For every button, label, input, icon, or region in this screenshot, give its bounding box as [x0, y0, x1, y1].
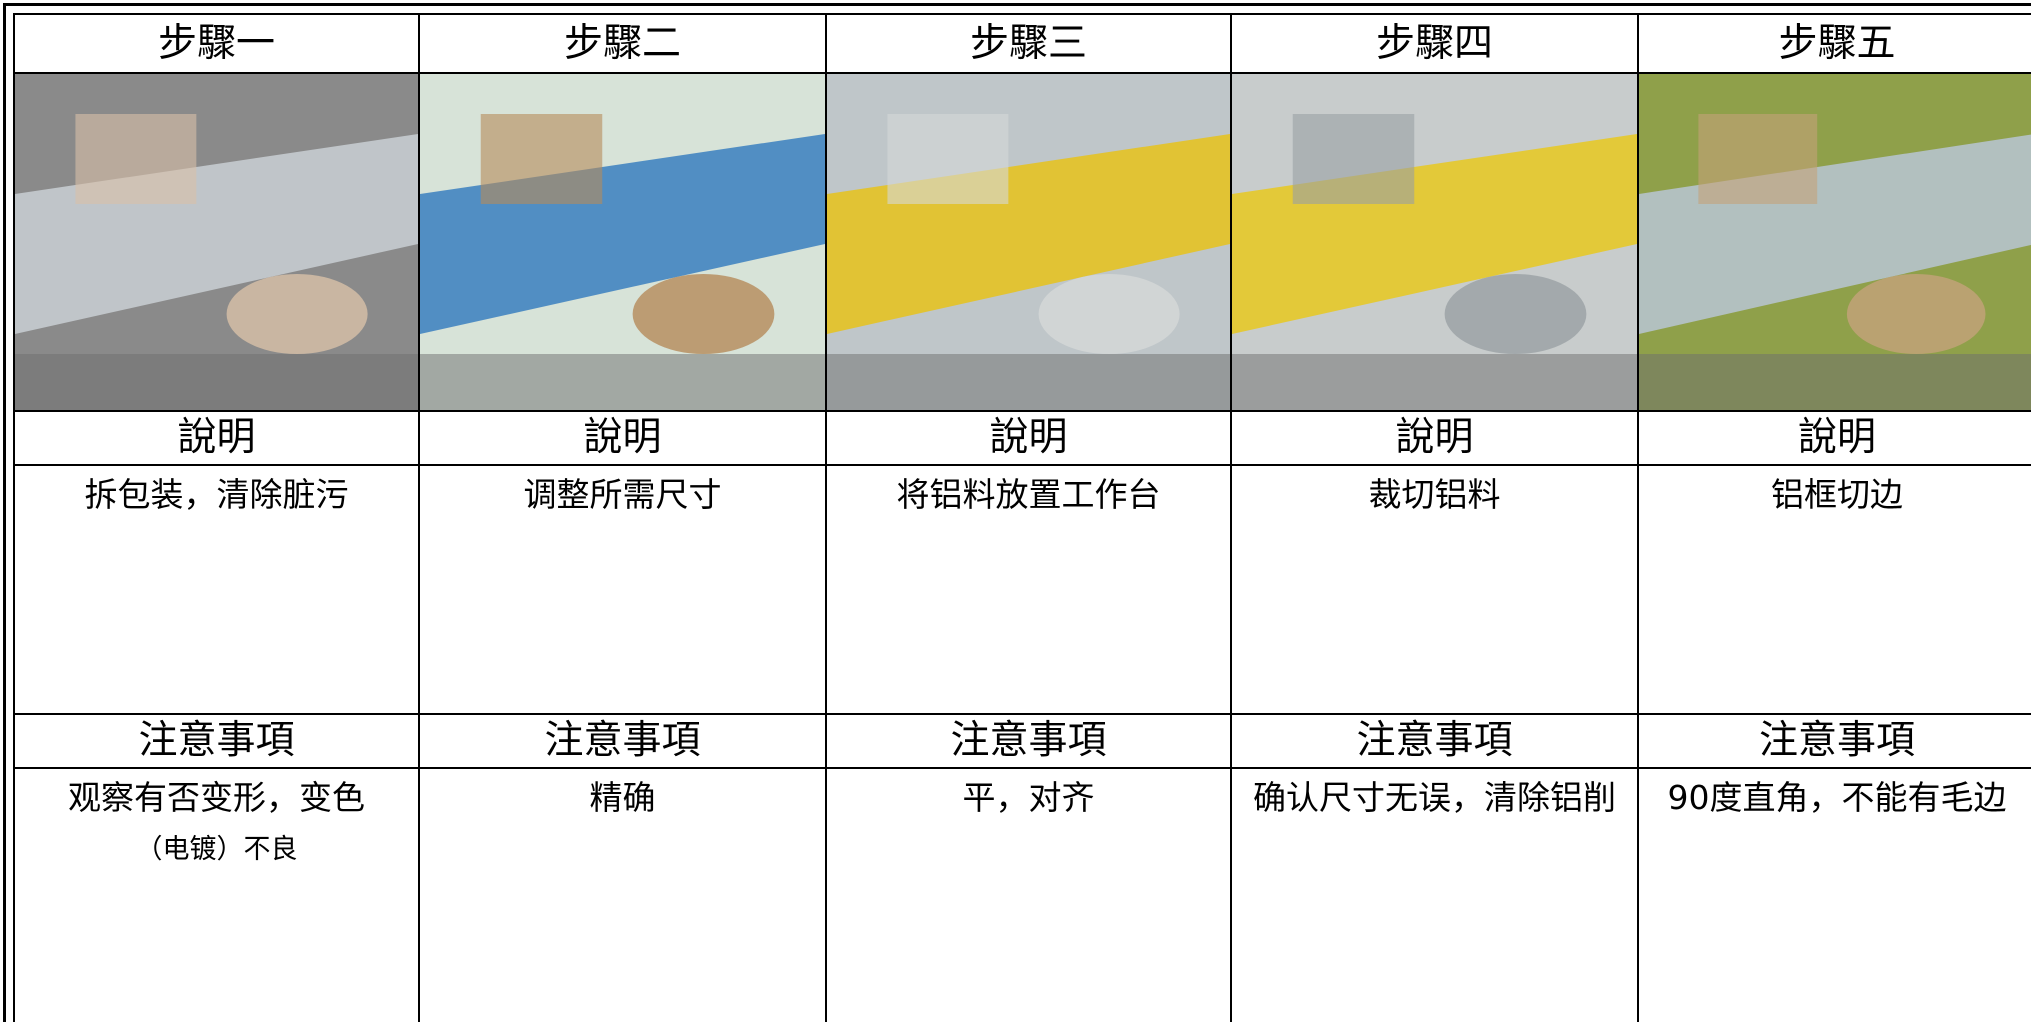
label-row: 說明 說明 說明 說明 說明 — [13, 410, 2031, 466]
caution-label: 注意事項 — [950, 718, 1107, 763]
caution: 观察有否变形，变色 — [68, 778, 365, 817]
label-cell: 注意事項 — [13, 713, 420, 769]
label-cell: 說明 — [418, 410, 827, 466]
note-row: 观察有否变形，变色 （电镀）不良 精确 平，对齐 确认尺寸无误，清除铝削 90度直角，不能… — [13, 767, 2031, 1022]
label-cell: 說明 — [1637, 410, 2031, 466]
label-cell: 注意事項 — [418, 713, 827, 769]
description: 调整所需尺寸 — [523, 475, 722, 514]
photo-cell — [1637, 72, 2031, 412]
caution: 确认尺寸无误，清除铝削 — [1253, 778, 1616, 817]
desc-cell: 将铝料放置工作台 — [825, 464, 1232, 715]
step-photo — [1233, 75, 1636, 409]
photo-row — [13, 72, 2031, 412]
caution-label: 注意事項 — [138, 718, 295, 763]
note-cell: 确认尺寸无误，清除铝削 — [1230, 767, 1639, 1022]
photo-cell — [13, 72, 420, 412]
desc-row: 拆包装，清除脏污 调整所需尺寸 将铝料放置工作台 裁切铝料 铝框切边 — [13, 464, 2031, 715]
head-cell: 步驟五 — [1637, 13, 2031, 74]
title: 步驟二 — [563, 21, 681, 66]
photo-cell — [825, 72, 1232, 412]
description: 铝框切边 — [1771, 475, 1903, 514]
caution: 精确 — [589, 778, 656, 817]
caution-label: 注意事項 — [1356, 718, 1513, 763]
label-cell: 說明 — [825, 410, 1232, 466]
note-cell: 精确 — [418, 767, 827, 1022]
label-cell: 注意事項 — [1230, 713, 1639, 769]
step-photo — [828, 75, 1229, 409]
head-cell: 步驟四 — [1230, 13, 1639, 74]
head-cell: 步驟三 — [825, 13, 1232, 74]
caution-label: 注意事項 — [544, 718, 701, 763]
photo-cell — [1230, 72, 1639, 412]
description-label: 說明 — [1395, 415, 1474, 460]
head-cell: 步驟二 — [418, 13, 827, 74]
step-photo — [1640, 75, 2031, 409]
desc-cell: 拆包装，清除脏污 — [13, 464, 420, 715]
title: 步驟一 — [157, 21, 275, 66]
label-cell: 說明 — [1230, 410, 1639, 466]
label-cell: 注意事項 — [825, 713, 1232, 769]
process-table: 步驟一 步驟二 步驟三 步驟四 步驟五 — [13, 13, 2031, 1022]
description: 裁切铝料 — [1368, 475, 1501, 514]
table-body: 步驟一 步驟二 步驟三 步驟四 步驟五 — [13, 13, 2031, 1022]
desc-cell: 裁切铝料 — [1230, 464, 1639, 715]
description-label: 說明 — [1797, 415, 1876, 460]
description-label: 說明 — [989, 415, 1068, 460]
description-label: 說明 — [583, 415, 662, 460]
caution-note: （电镀）不良 — [135, 834, 298, 865]
head-cell: 步驟一 — [13, 13, 420, 74]
step-photo — [16, 75, 417, 409]
head-row: 步驟一 步驟二 步驟三 步驟四 步驟五 — [13, 13, 2031, 74]
label-row: 注意事項 注意事項 注意事項 注意事項 注意事項 — [13, 713, 2031, 769]
desc-cell: 铝框切边 — [1637, 464, 2031, 715]
desc-cell: 调整所需尺寸 — [418, 464, 827, 715]
label-cell: 注意事項 — [1637, 713, 2031, 769]
caution: 平，对齐 — [962, 778, 1095, 817]
step-photo — [421, 75, 824, 409]
title: 步驟三 — [969, 21, 1087, 66]
description: 将铝料放置工作台 — [896, 475, 1161, 514]
title: 步驟四 — [1375, 21, 1493, 66]
title: 步驟五 — [1778, 21, 1896, 66]
photo-cell — [418, 72, 827, 412]
note-cell: 观察有否变形，变色 （电镀）不良 — [13, 767, 420, 1022]
outer-border — [3, 3, 2031, 1022]
caution: 90度直角，不能有毛边 — [1667, 778, 2007, 817]
note-cell: 90度直角，不能有毛边 — [1637, 767, 2031, 1022]
description: 拆包装，清除脏污 — [84, 475, 349, 514]
caution-label: 注意事項 — [1758, 718, 1915, 763]
note-cell: 平，对齐 — [825, 767, 1232, 1022]
description-label: 說明 — [177, 415, 256, 460]
label-cell: 說明 — [13, 410, 420, 466]
